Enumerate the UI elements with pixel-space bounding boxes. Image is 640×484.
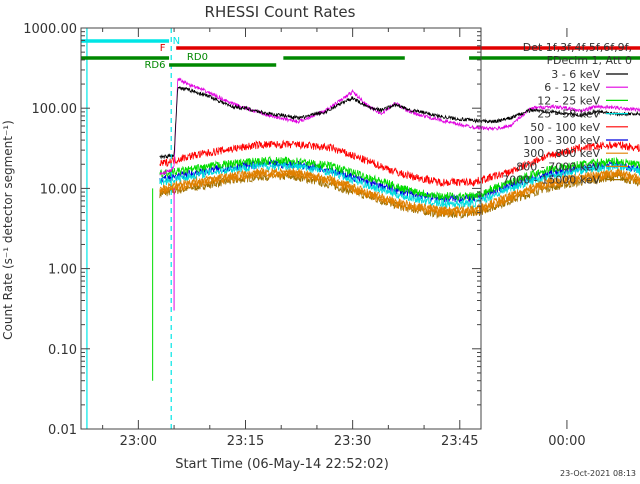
legend-label-300-800-kev: 300 - 800 keV (523, 147, 600, 160)
timestamp-label: 23-Oct-2021 08:13 (560, 469, 636, 478)
series-line-300-800-kev (159, 167, 640, 214)
series-line-12-25-kev (159, 155, 640, 202)
series-line-3-6-kev (159, 85, 640, 160)
x-tick-label: 23:00 (120, 434, 157, 449)
legend-label-6-12-kev: 6 - 12 keV (544, 81, 600, 94)
y-axis-label: Count Rate (s⁻¹ detector segment⁻¹) (1, 120, 15, 340)
x-axis-label: Start Time (06-May-14 22:52:02) (175, 457, 389, 472)
series-line-50-100-kev (159, 139, 640, 188)
series-line-25-50-kev (159, 161, 640, 209)
y-tick-label: 10.00 (40, 182, 77, 197)
flag-label-n: N (173, 36, 180, 47)
legend-header-line-2: FDecim 1, Att 0 (547, 54, 632, 67)
x-tick-label: 00:00 (548, 434, 585, 449)
legend-label-800-7000-kev: 800 - 7000 keV (516, 160, 600, 173)
plot-frame (80, 27, 482, 430)
y-tick-label: 1000.00 (23, 22, 77, 37)
y-tick-label: 0.01 (48, 423, 77, 438)
y-tick-label: 100.00 (32, 102, 78, 117)
plot-layer: NF RD0 RD6 (81, 28, 640, 429)
legend-label-12-25-kev: 12 - 25 keV (537, 94, 600, 107)
x-tick-label: 23:30 (334, 434, 371, 449)
legend-label-25-50-kev: 25 - 50 keV (537, 108, 600, 121)
flag-label-rd0: RD0 (187, 52, 208, 63)
legend-label-100-300-kev: 100 - 300 keV (523, 134, 600, 147)
legend-label-50-100-kev: 50 - 100 keV (530, 121, 600, 134)
y-tick-label: 1.00 (48, 263, 77, 278)
x-tick-label: 23:15 (227, 434, 264, 449)
legend-label-3-6-kev: 3 - 6 keV (551, 68, 600, 81)
chart-title: RHESSI Count Rates (205, 3, 356, 21)
series-line-6-12-kev (159, 77, 640, 176)
flag-label-f: F (160, 43, 166, 54)
flag-label-rd6: RD6 (144, 60, 165, 71)
legend-label-7000-15000-kev: 7000 - 15000 keV (502, 174, 600, 187)
legend-header-line-1: Det 1f,3f,4f,5f,6f,9f, (523, 41, 632, 54)
legend: Det 1f,3f,4f,5f,6f,9f,FDecim 1, Att 03 -… (502, 41, 632, 187)
y-tick-label: 0.10 (48, 343, 77, 358)
axis-layer: 0.01 0.10 1.00 10.00 100.00 1000.00 23:00 23:15… (23, 22, 585, 449)
x-tick-label: 23:45 (441, 434, 478, 449)
